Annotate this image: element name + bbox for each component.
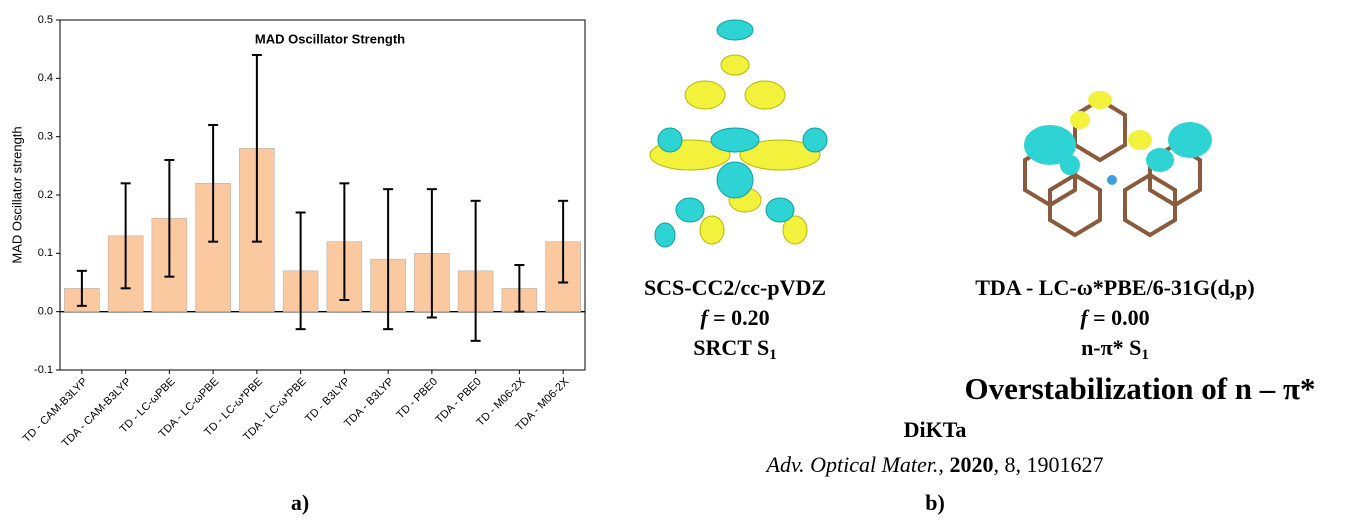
year: 2020 xyxy=(949,452,993,477)
y-tick-label: -0.1 xyxy=(34,364,53,376)
y-tick-label: 0.1 xyxy=(38,247,53,259)
f-value: = 0.20 xyxy=(708,305,770,330)
y-tick-label: 0.4 xyxy=(38,72,53,84)
f-value: = 0.00 xyxy=(1088,305,1150,330)
oscillator-label: f = 0.20 xyxy=(700,305,769,330)
state: n-π* S xyxy=(1081,335,1141,360)
figure: MAD Oscillator Strength MAD Oscillator s… xyxy=(0,0,1359,520)
state-label: n-π* S1 xyxy=(1081,335,1149,363)
panel-label: b) xyxy=(925,490,945,515)
citation: Adv. Optical Mater., 2020, 8, 1901627 xyxy=(765,452,1104,477)
molecule-image xyxy=(1024,91,1212,235)
state: SRCT S xyxy=(693,335,769,360)
oscillator-label: f = 0.00 xyxy=(1080,305,1149,330)
method-label: TDA - LC-ω*PBE/6-31G(d,p) xyxy=(975,275,1255,300)
volume: , 8, 1901627 xyxy=(993,452,1103,477)
state-sub: 1 xyxy=(769,347,777,363)
y-axis-label: MAD Oscillator strength xyxy=(9,126,24,263)
headline: Overstabilization of n – π* xyxy=(964,371,1315,406)
y-tick-label: 0.2 xyxy=(38,189,53,201)
journal: Adv. Optical Mater., xyxy=(765,452,944,477)
state-label: SRCT S1 xyxy=(693,335,777,363)
y-tick-label: 0.3 xyxy=(38,131,53,143)
plot-frame xyxy=(60,20,585,370)
y-tick-label: 0.5 xyxy=(38,14,53,26)
x-tick-label: TD - PBE0 xyxy=(394,376,440,422)
molecule-name: DiKTa xyxy=(904,417,967,442)
method-label: SCS-CC2/cc-pVDZ xyxy=(644,275,826,300)
molecule-image xyxy=(640,20,835,260)
state-sub: 1 xyxy=(1141,347,1149,363)
y-tick-label: 0.0 xyxy=(38,306,53,318)
panel-label: a) xyxy=(291,490,309,515)
chart-title: MAD Oscillator Strength xyxy=(255,31,405,46)
chart-a: MAD Oscillator Strength MAD Oscillator s… xyxy=(9,14,585,450)
